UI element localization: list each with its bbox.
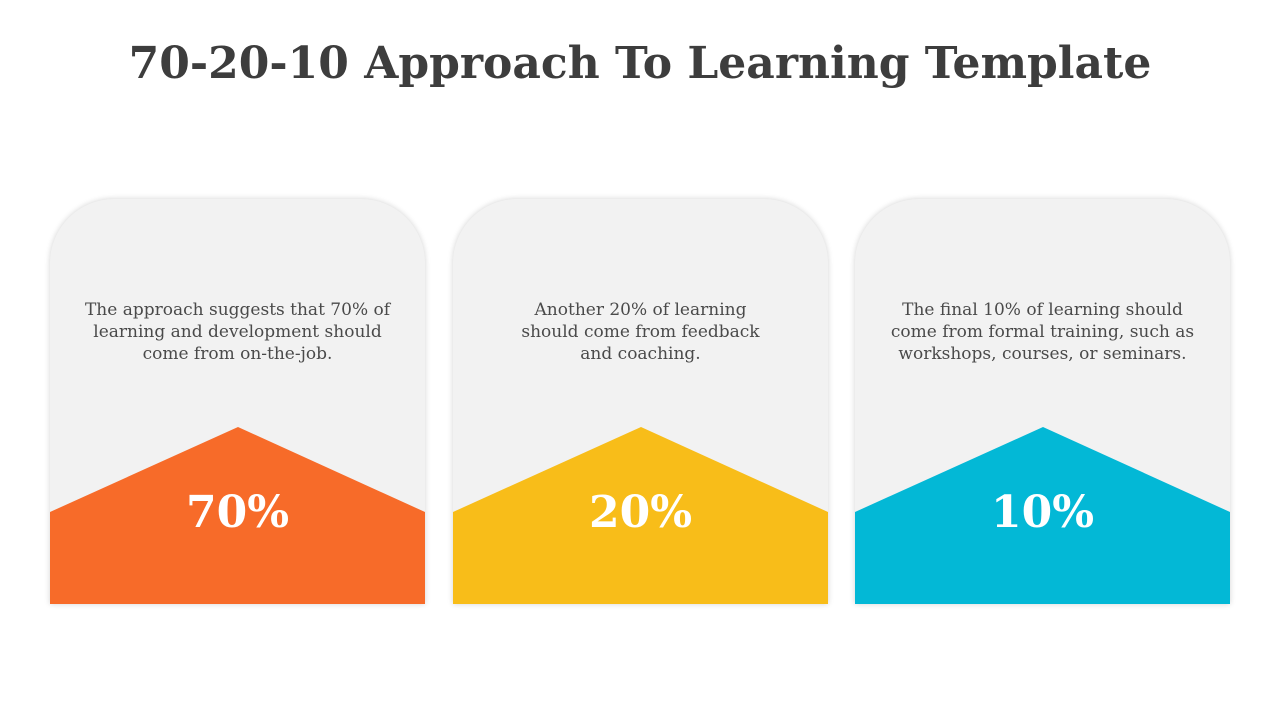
percent-label: 20% (588, 487, 693, 538)
arrow-shape (855, 427, 1230, 604)
percent-label: 70% (185, 487, 290, 538)
arrow-fill (453, 427, 828, 604)
arrow-fill (855, 427, 1230, 604)
page-title: 70-20-10 Approach To Learning Template (128, 38, 1152, 89)
arrow-fill (50, 427, 425, 604)
arrow-shape (50, 427, 425, 604)
card-20: Another 20% of learning should come from… (453, 199, 828, 604)
card-10: The final 10% of learning should come fr… (855, 199, 1230, 604)
card-description: The approach suggests that 70% of learni… (84, 300, 391, 364)
card-70: The approach suggests that 70% of learni… (50, 199, 425, 604)
arrow-shape (453, 427, 828, 604)
card-description: Another 20% of learning should come from… (521, 300, 760, 364)
percent-label: 10% (990, 487, 1095, 538)
card-description: The final 10% of learning should come fr… (890, 300, 1195, 364)
